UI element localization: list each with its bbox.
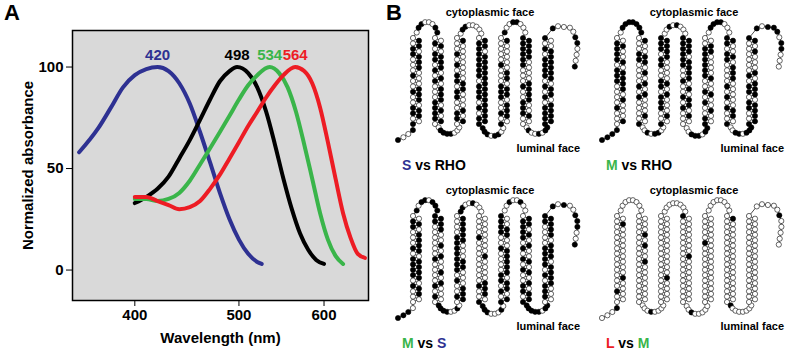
svg-text:100: 100 (38, 58, 63, 75)
svg-text:luminal face: luminal face (516, 320, 580, 332)
svg-text:cytoplasmic face: cytoplasmic face (650, 6, 739, 18)
svg-text:Normalized absorbance: Normalized absorbance (19, 81, 36, 250)
svg-text:400: 400 (122, 306, 147, 323)
svg-text:534: 534 (257, 46, 283, 63)
svg-text:luminal face: luminal face (516, 142, 580, 154)
svg-text:M vs RHO: M vs RHO (606, 157, 672, 173)
html-text:A: A (4, 0, 20, 25)
svg-text:cytoplasmic face: cytoplasmic face (446, 184, 535, 196)
svg-text:luminal face: luminal face (720, 320, 784, 332)
svg-text:Wavelength (nm): Wavelength (nm) (160, 329, 280, 346)
html-text:B: B (386, 0, 402, 25)
svg-text:luminal face: luminal face (720, 142, 784, 154)
svg-text:498: 498 (225, 46, 250, 63)
svg-text:cytoplasmic face: cytoplasmic face (446, 6, 535, 18)
svg-text:420: 420 (145, 46, 170, 63)
svg-text:0: 0 (55, 261, 63, 278)
svg-text:50: 50 (47, 159, 64, 176)
svg-text:L vs M: L vs M (606, 335, 649, 351)
svg-text:S vs RHO: S vs RHO (402, 157, 466, 173)
svg-text:cytoplasmic face: cytoplasmic face (650, 184, 739, 196)
svg-text:M vs S: M vs S (402, 335, 446, 351)
svg-text:600: 600 (312, 306, 337, 323)
svg-text:500: 500 (226, 306, 251, 323)
svg-text:564: 564 (283, 46, 309, 63)
